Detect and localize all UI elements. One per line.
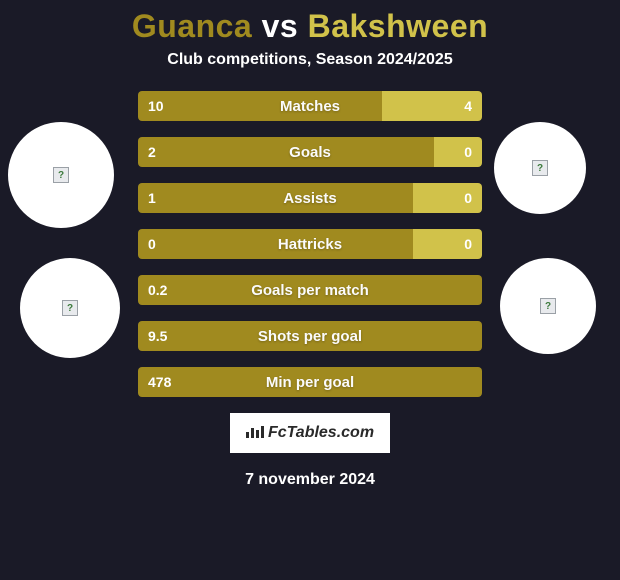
date: 7 november 2024 <box>0 471 620 489</box>
stat-left-value: 478 <box>138 367 482 397</box>
image-placeholder-icon <box>62 300 78 316</box>
stat-row: 478Min per goal <box>138 367 482 397</box>
stat-right-value: 0 <box>413 229 482 259</box>
avatar-circle <box>494 122 586 214</box>
stat-row: 10Assists <box>138 183 482 213</box>
stat-right-value: 4 <box>382 91 482 121</box>
logo-text: FcTables.com <box>246 424 374 443</box>
image-placeholder-icon <box>532 160 548 176</box>
stat-left-value: 10 <box>138 91 382 121</box>
stat-row: 104Matches <box>138 91 482 121</box>
stat-left-value: 0.2 <box>138 275 482 305</box>
stat-row: 20Goals <box>138 137 482 167</box>
stat-row: 00Hattricks <box>138 229 482 259</box>
stat-left-value: 2 <box>138 137 434 167</box>
subtitle: Club competitions, Season 2024/2025 <box>0 51 620 69</box>
stat-row: 0.2Goals per match <box>138 275 482 305</box>
title-vs: vs <box>262 8 299 44</box>
avatar-circle <box>8 122 114 228</box>
chart-icon <box>246 424 264 443</box>
image-placeholder-icon <box>540 298 556 314</box>
logo-label: FcTables.com <box>268 424 374 442</box>
stat-left-value: 1 <box>138 183 413 213</box>
content-wrapper: Guanca vs Bakshween Club competitions, S… <box>0 0 620 580</box>
avatar-circle <box>20 258 120 358</box>
logo-box: FcTables.com <box>230 413 390 453</box>
stat-right-value: 0 <box>434 137 482 167</box>
title-player2: Bakshween <box>308 8 489 44</box>
stat-row: 9.5Shots per goal <box>138 321 482 351</box>
image-placeholder-icon <box>53 167 69 183</box>
avatar-circle <box>500 258 596 354</box>
stat-left-value: 9.5 <box>138 321 482 351</box>
stat-left-value: 0 <box>138 229 413 259</box>
title-player1: Guanca <box>132 8 252 44</box>
stat-right-value: 0 <box>413 183 482 213</box>
stat-rows: 104Matches 20Goals 10Assists 00Hattricks 0.2… <box>138 91 482 397</box>
page-title: Guanca vs Bakshween <box>0 8 620 45</box>
